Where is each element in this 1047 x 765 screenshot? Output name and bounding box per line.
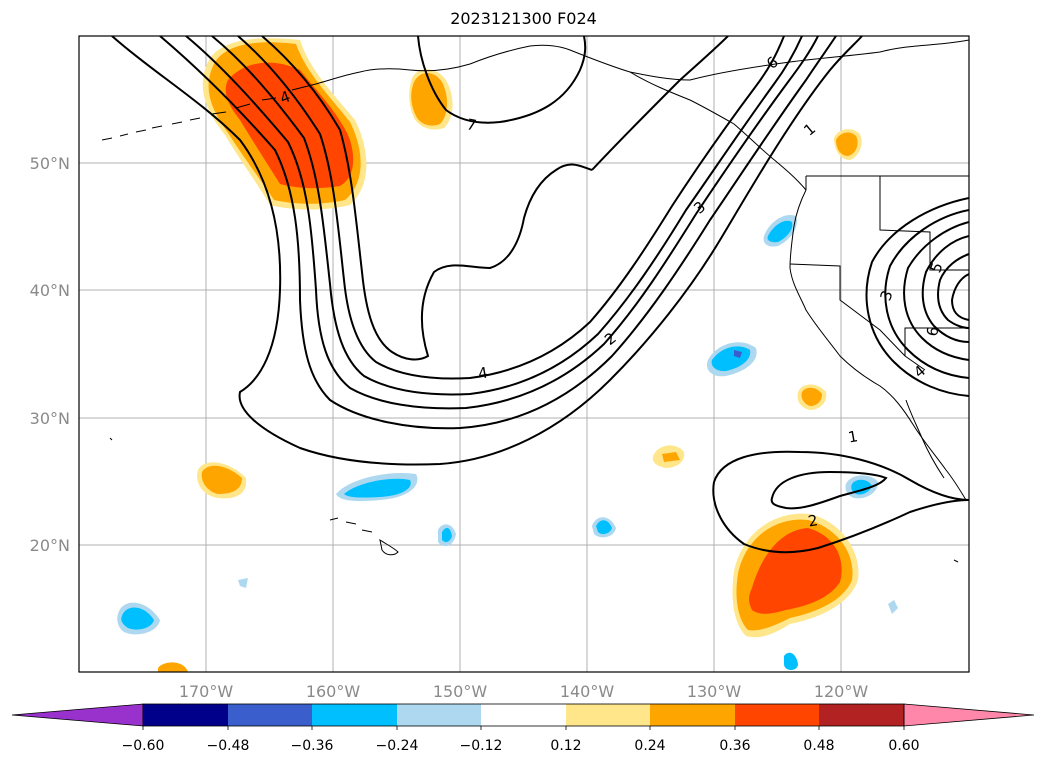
colorbar-tick-label: 0.24 bbox=[634, 738, 665, 754]
colorbar-segment bbox=[312, 704, 397, 726]
colorbar-segment bbox=[397, 704, 481, 726]
latitude-tick-labels: 50°N 40°N 30°N 20°N bbox=[30, 154, 70, 555]
colorbar-extend-high bbox=[903, 703, 1035, 727]
contour-label: 6 bbox=[923, 325, 942, 338]
lat-tick-label: 50°N bbox=[30, 154, 70, 173]
colorbar-segment bbox=[228, 704, 312, 726]
lon-tick-label: 130°W bbox=[687, 682, 742, 701]
colorbar-tick-label: 0.36 bbox=[719, 738, 750, 754]
lon-tick-label: 140°W bbox=[560, 682, 615, 701]
colorbar-segment bbox=[143, 704, 228, 726]
colorbar-segment bbox=[819, 704, 904, 726]
colorbar-tick-label: −0.36 bbox=[291, 738, 334, 754]
colorbar-extend-low bbox=[11, 703, 144, 727]
colorbar-tick-label: −0.48 bbox=[207, 738, 250, 754]
colorbar-segment bbox=[481, 704, 566, 726]
colorbar-segment bbox=[650, 704, 735, 726]
colorbar-tick-label: 0.48 bbox=[803, 738, 834, 754]
contour-label: 4 bbox=[477, 364, 490, 383]
contours bbox=[111, 36, 969, 554]
colorbar-tick-label: 0.12 bbox=[550, 738, 581, 754]
colorbar: −0.60 −0.48 −0.36 −0.24 −0.12 0.12 0.24 … bbox=[11, 703, 1035, 754]
lon-tick-label: 150°W bbox=[433, 682, 488, 701]
gridlines bbox=[79, 36, 969, 672]
colorbar-tick-label: −0.12 bbox=[460, 738, 503, 754]
colorbar-tick-label: 0.60 bbox=[888, 738, 919, 754]
lat-tick-label: 30°N bbox=[30, 409, 70, 428]
map-border bbox=[78, 35, 970, 673]
contour-label: 7 bbox=[465, 115, 478, 135]
colorbar-segment bbox=[735, 704, 819, 726]
lat-tick-label: 20°N bbox=[30, 536, 70, 555]
longitude-tick-labels: 170°W 160°W 150°W 140°W 130°W 120°W bbox=[179, 682, 869, 701]
lon-tick-label: 160°W bbox=[306, 682, 361, 701]
lon-tick-label: 120°W bbox=[814, 682, 869, 701]
shaded-anomalies bbox=[117, 38, 898, 672]
colorbar-tick-label: −0.60 bbox=[122, 738, 165, 754]
contour-label: 2 bbox=[807, 511, 820, 530]
colorbar-tick-label: −0.24 bbox=[376, 738, 419, 754]
map-title: 2023121300 F024 bbox=[450, 9, 597, 28]
lon-tick-label: 170°W bbox=[179, 682, 234, 701]
lat-tick-label: 40°N bbox=[30, 281, 70, 300]
contour-label: 1 bbox=[847, 427, 860, 446]
colorbar-segment bbox=[566, 704, 650, 726]
